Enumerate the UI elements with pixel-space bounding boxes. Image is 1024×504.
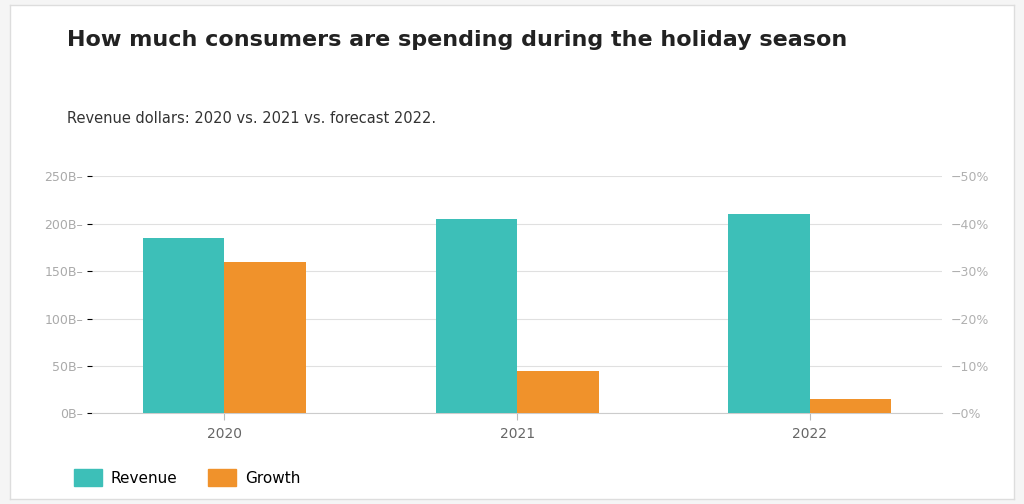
Bar (728, 214, 810, 413)
Text: Revenue dollars: 2020 vs. 2021 vs. forecast 2022.: Revenue dollars: 2020 vs. 2021 vs. forec… (67, 111, 435, 126)
Text: How much consumers are spending during the holiday season: How much consumers are spending during t… (67, 30, 847, 50)
Bar (143, 238, 224, 413)
Legend: Revenue, Growth: Revenue, Growth (74, 469, 300, 486)
Bar (810, 399, 891, 413)
Bar (517, 370, 599, 413)
Bar (435, 219, 517, 413)
Bar (224, 262, 306, 413)
